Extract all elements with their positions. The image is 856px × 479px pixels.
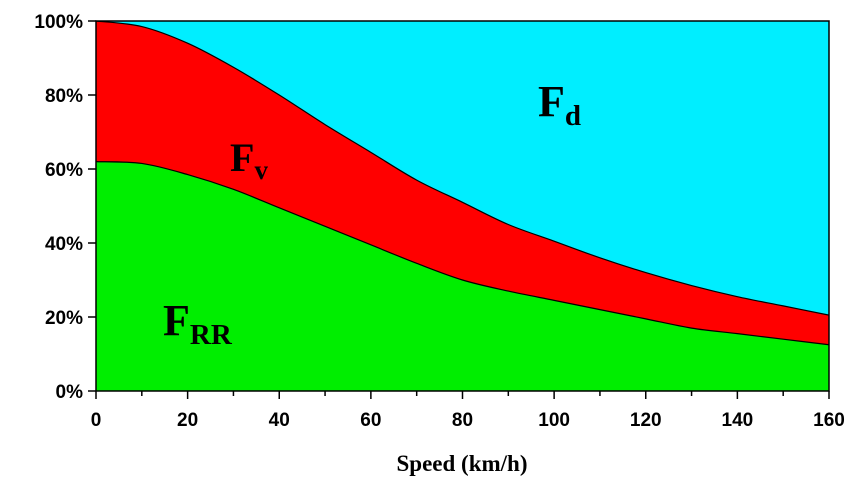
area-frr (96, 161, 829, 391)
y-tick-label: 40% (45, 234, 83, 255)
y-tick-label: 80% (45, 86, 83, 107)
area-fv (96, 21, 829, 345)
x-tick-label: 0 (91, 410, 102, 431)
y-tick-label: 100% (34, 12, 83, 33)
x-tick-label: 100 (538, 410, 570, 431)
x-tick-label: 160 (813, 410, 845, 431)
axes-group: 0 20 40 60 80 100 120 140 160 0% 20% 40% 60% 80% 100% (34, 12, 844, 431)
boundary-lines-group (95, 20, 830, 346)
x-tick-label: 140 (722, 410, 754, 431)
y-tick-label: 60% (45, 160, 83, 181)
boundary-line-0 (95, 161, 830, 346)
x-axis-title: Speed (km/h) (397, 451, 528, 476)
y-tick-label: 0% (56, 382, 84, 403)
x-tick-label: 120 (630, 410, 662, 431)
x-tick-label: 20 (177, 410, 198, 431)
x-tick-label: 60 (360, 410, 381, 431)
label-fd: Fd (538, 77, 581, 132)
label-frr: FRR (163, 296, 233, 351)
boundary-line-1 (95, 20, 830, 316)
y-tick-label: 20% (45, 308, 83, 329)
label-fv: Fv (230, 135, 268, 185)
x-tick-label: 80 (452, 410, 473, 431)
x-tick-label: 40 (269, 410, 290, 431)
